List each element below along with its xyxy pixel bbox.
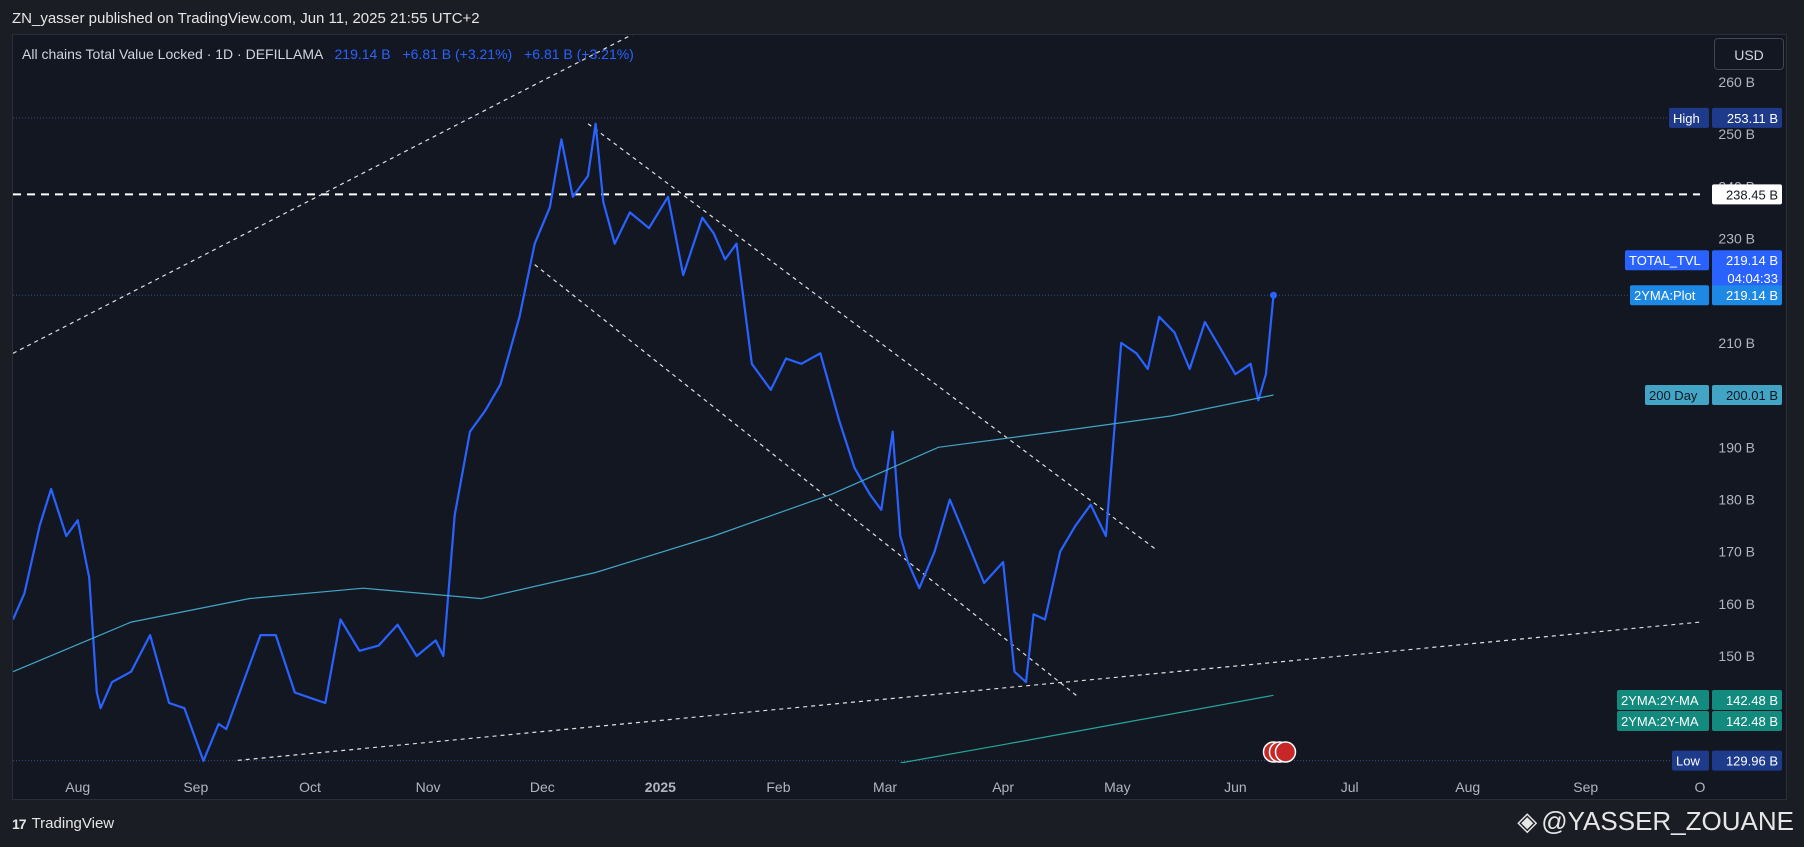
total-tvl-value: 219.14 B: [1726, 253, 1778, 268]
x-tick-label: Dec: [530, 779, 555, 795]
series-line-total-tvl: [13, 122, 1275, 763]
x-tick-label: Apr: [992, 779, 1014, 795]
y-tick-label: 190 B: [1718, 439, 1755, 455]
x-tick-label: Aug: [65, 779, 90, 795]
publisher-header: ZN_yasser published on TradingView.com, …: [12, 10, 480, 27]
ma2y-label-value-2: 142.48 B: [1726, 714, 1778, 729]
x-tick-label: Jun: [1224, 779, 1247, 795]
currency-button[interactable]: USD: [1714, 38, 1784, 70]
countdown-timer: 04:04:33: [1727, 271, 1778, 286]
y-tick-label: 150 B: [1718, 648, 1755, 664]
plot-label-name: 2YMA:Plot: [1634, 288, 1696, 303]
total-tvl-name: TOTAL_TVL: [1629, 253, 1701, 268]
plot-label-value: 219.14 B: [1726, 288, 1778, 303]
y-tick-label: 260 B: [1718, 74, 1755, 90]
watermark-text: @YASSER_ZOUANE: [1541, 806, 1794, 836]
high-label: High: [1673, 111, 1700, 126]
chart-frame: [12, 34, 1787, 800]
trendline-1: [237, 621, 1700, 761]
trendline-2: [587, 123, 1156, 550]
ma2y-label-value-2-box: [1712, 711, 1782, 731]
x-tick-label: Jul: [1341, 779, 1359, 795]
legend-value: 219.14 B: [334, 46, 391, 62]
dashed-line-value: 238.45 B: [1726, 187, 1778, 202]
legend-change-2: +6.81 B (+3.21%): [524, 46, 634, 62]
tradingview-logo-icon: 17: [12, 815, 27, 832]
plot-label-name-box: [1630, 285, 1709, 306]
series-line-2yma-2y-ma: [900, 694, 1274, 763]
ma200-label-value: 200.01 B: [1726, 388, 1778, 403]
total-tvl-value-bg-box: [1712, 250, 1782, 289]
y-tick-label: 160 B: [1718, 596, 1755, 612]
y-tick-label: 170 B: [1718, 544, 1755, 560]
x-tick-label: Aug: [1455, 779, 1480, 795]
y-tick-label: 180 B: [1718, 491, 1755, 507]
tradingview-logo-text: TradingView: [31, 815, 115, 832]
x-tick-label: 2025: [645, 779, 676, 795]
x-tick-label: Nov: [416, 779, 441, 795]
high-value: 253.11 B: [1727, 111, 1778, 126]
tradingview-logo[interactable]: 17 TradingView: [12, 815, 114, 832]
x-tick-label: Sep: [1573, 779, 1598, 795]
ma200-label-name-box: [1645, 385, 1709, 406]
low-label-box: [1672, 750, 1709, 771]
low-value-box: [1712, 750, 1782, 771]
ma200-label-name: 200 Day: [1649, 388, 1698, 403]
legend-change-1: +6.81 B (+3.21%): [402, 46, 513, 62]
binance-diamond-icon: ◈: [1517, 806, 1538, 836]
ma200-label-value-box: [1712, 385, 1782, 406]
trendline-3: [534, 264, 1080, 699]
legend-title: All chains Total Value Locked · 1D · DEF…: [22, 46, 323, 62]
series-line-200-day: [13, 394, 1274, 673]
y-tick-label: 210 B: [1718, 335, 1755, 351]
ma2y-label-name-2: 2YMA:2Y-MA: [1621, 714, 1699, 729]
x-tick-label: O: [1695, 779, 1706, 795]
x-tick-label: Feb: [766, 779, 790, 795]
ma2y-label-name-1-box: [1617, 690, 1709, 710]
x-tick-label: Mar: [873, 779, 897, 795]
high-label-box: [1669, 107, 1709, 128]
total-tvl-name-box: [1625, 250, 1709, 271]
author-watermark: ◈ @YASSER_ZOUANE: [1517, 806, 1794, 837]
dashed-line-value-box: [1712, 184, 1782, 205]
event-flag-icon: [1274, 741, 1297, 763]
high-value-box: [1712, 107, 1782, 128]
y-tick-label: 230 B: [1718, 231, 1755, 247]
ma2y-label-name-1: 2YMA:2Y-MA: [1621, 693, 1699, 708]
x-tick-label: Sep: [183, 779, 208, 795]
ma2y-label-name-2-box: [1617, 711, 1709, 731]
last-price-dot: [1269, 291, 1277, 299]
x-tick-label: Oct: [299, 779, 321, 795]
low-value: 129.96 B: [1726, 754, 1778, 769]
trendline-0: [13, 35, 633, 354]
ma2y-label-value-1-box: [1712, 690, 1782, 710]
plot-area: [13, 35, 1700, 763]
y-tick-label: 250 B: [1718, 126, 1755, 142]
x-tick-label: May: [1104, 779, 1130, 795]
ma2y-label-value-1: 142.48 B: [1726, 693, 1778, 708]
plot-label-value-box: [1712, 285, 1782, 306]
chart-legend: All chains Total Value Locked · 1D · DEF…: [22, 46, 634, 62]
low-label: Low: [1676, 754, 1700, 769]
